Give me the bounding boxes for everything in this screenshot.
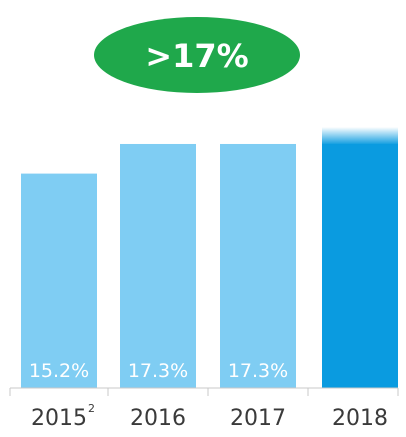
bar-2017	[220, 143, 296, 388]
bar-value-label-2016: 17.3%	[128, 360, 188, 382]
x-axis-ticks	[9, 388, 399, 396]
x-tick-label-2016: 2016	[130, 406, 186, 431]
bar-2018-fade	[322, 127, 398, 145]
bar-2015	[21, 173, 97, 388]
bars-group: 15.2% 17.3% 17.3%	[21, 127, 398, 388]
x-tick-label-2015: 2015	[31, 406, 87, 431]
bar-2018	[322, 143, 398, 388]
x-axis-tick-labels: 2015 2 2016 2017 2018	[31, 402, 388, 431]
x-tick-footnote-2015: 2	[88, 402, 95, 415]
bar-value-label-2015: 15.2%	[29, 360, 89, 382]
bar-value-label-2017: 17.3%	[228, 360, 288, 382]
x-tick-label-2018: 2018	[332, 406, 388, 431]
bar-2016	[120, 143, 196, 388]
target-badge: >17%	[94, 17, 300, 93]
badge-text: >17%	[145, 37, 248, 75]
badge-ellipse	[94, 17, 300, 93]
x-tick-label-2017: 2017	[230, 406, 286, 431]
